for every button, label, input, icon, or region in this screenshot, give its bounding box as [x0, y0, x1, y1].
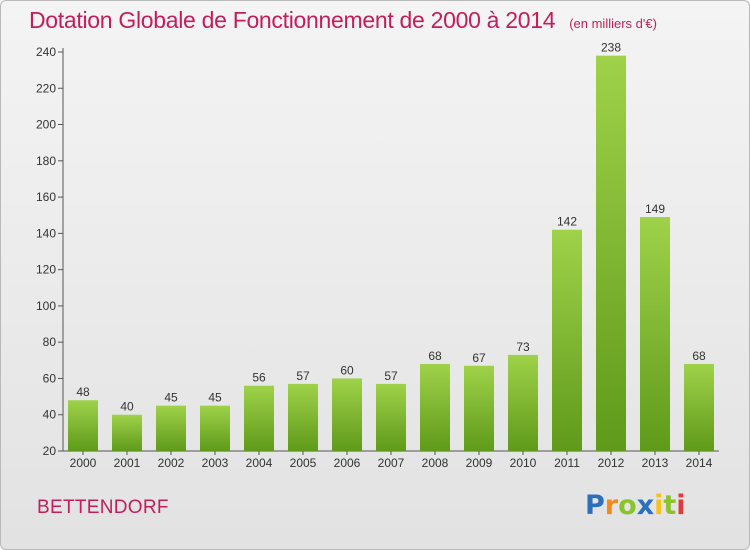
- y-tick-label: 40: [43, 408, 57, 422]
- brand-letter: o: [618, 490, 637, 521]
- chart-subtitle: (en milliers d'€): [569, 16, 657, 31]
- brand-logo: Proxiti: [585, 490, 686, 521]
- y-tick-label: 240: [36, 45, 56, 59]
- y-tick-label: 80: [43, 335, 57, 349]
- chart-title: Dotation Globale de Fonctionnement de 20…: [29, 7, 657, 34]
- bar-value-label: 45: [164, 391, 178, 405]
- bar-value-label: 238: [601, 41, 621, 55]
- brand-letter: P: [585, 490, 605, 521]
- x-tick-label: 2001: [114, 456, 141, 470]
- bar-value-label: 67: [472, 351, 486, 365]
- chart-title-text: Dotation Globale de Fonctionnement de 20…: [29, 7, 556, 33]
- x-tick-label: 2004: [246, 456, 273, 470]
- brand-letter: i: [676, 490, 686, 521]
- bar: [200, 405, 230, 451]
- y-tick-label: 140: [36, 226, 56, 240]
- bar: [552, 229, 582, 451]
- bar-value-label: 45: [208, 391, 222, 405]
- bar: [332, 378, 362, 451]
- x-tick-label: 2012: [598, 456, 625, 470]
- bar-value-label: 142: [557, 215, 577, 229]
- x-tick-label: 2006: [334, 456, 361, 470]
- bar-value-label: 68: [428, 349, 442, 363]
- bar: [376, 383, 406, 451]
- x-tick-label: 2003: [202, 456, 229, 470]
- bar: [640, 217, 670, 451]
- x-tick-label: 2014: [686, 456, 713, 470]
- bar: [68, 400, 98, 451]
- x-tick-label: 2002: [158, 456, 185, 470]
- y-tick-label: 160: [36, 190, 56, 204]
- x-tick-label: 2013: [642, 456, 669, 470]
- y-tick-label: 220: [36, 81, 56, 95]
- x-tick-label: 2005: [290, 456, 317, 470]
- bar-value-label: 40: [120, 400, 134, 414]
- bar-value-label: 149: [645, 202, 665, 216]
- bar: [596, 55, 626, 452]
- x-tick-label: 2008: [422, 456, 449, 470]
- bar-value-label: 56: [252, 371, 266, 385]
- bar: [156, 405, 186, 451]
- bar-value-label: 60: [340, 363, 354, 377]
- x-tick-label: 2007: [378, 456, 405, 470]
- bar-value-label: 57: [384, 369, 398, 383]
- bar: [508, 354, 538, 451]
- bar: [420, 363, 450, 451]
- brand-letter: x: [636, 490, 655, 521]
- x-tick-label: 2000: [70, 456, 97, 470]
- x-tick-label: 2011: [554, 456, 580, 470]
- y-tick-label: 60: [43, 371, 57, 385]
- y-axis: 20 40 60 80 100 120 140 160 180 200 220 240: [36, 45, 64, 458]
- x-tick-label: 2010: [510, 456, 537, 470]
- brand-letter: r: [604, 490, 619, 521]
- bar-value-label: 48: [76, 385, 90, 399]
- bar-value-label: 73: [516, 340, 530, 354]
- bar: [288, 383, 318, 451]
- y-tick-label: 20: [43, 444, 57, 458]
- bars: 48 40 45 45 56 57 60 57 68 67 73 142 238 149 68: [68, 41, 714, 452]
- y-tick-label: 120: [36, 263, 56, 277]
- bar: [244, 385, 274, 451]
- location-label: BETTENDORF: [37, 497, 169, 518]
- brand-letter: i: [654, 490, 664, 521]
- y-tick-label: 200: [36, 118, 56, 132]
- x-tick-label: 2009: [466, 456, 493, 470]
- bar: [684, 363, 714, 451]
- bar: [112, 414, 142, 451]
- bar-value-label: 68: [692, 349, 706, 363]
- brand-letter: t: [663, 490, 677, 521]
- bar: [464, 365, 494, 451]
- y-tick-label: 100: [36, 299, 56, 313]
- bar-value-label: 57: [296, 369, 310, 383]
- x-axis: 2000 2001 2002 2003 2004 2005 2006 2007 2008 2009…: [63, 450, 719, 470]
- y-tick-label: 180: [36, 154, 56, 168]
